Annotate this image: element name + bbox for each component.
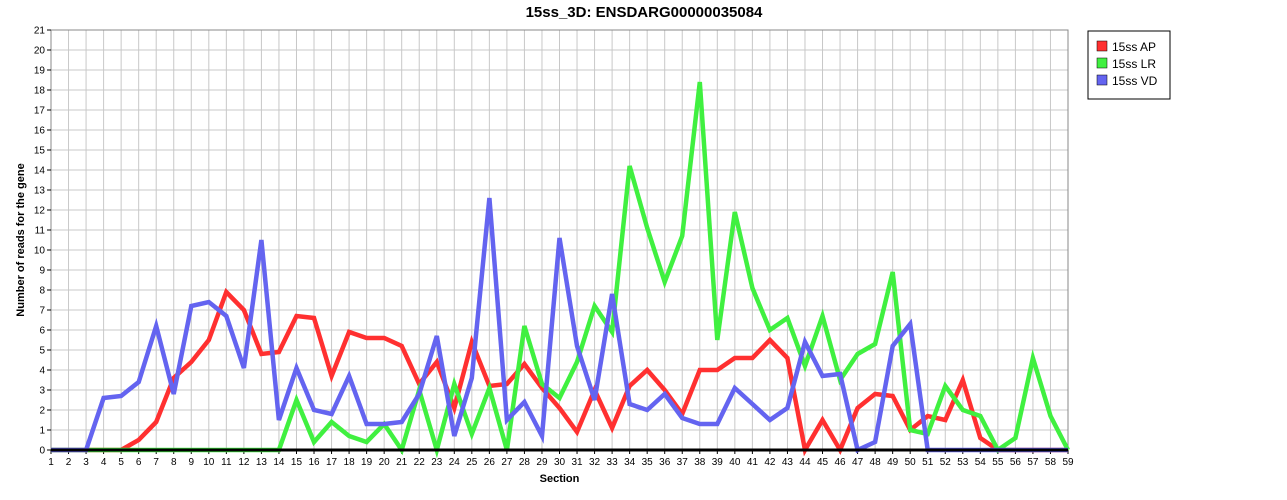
y-tick-label: 17 bbox=[34, 106, 46, 117]
y-tick-label: 18 bbox=[34, 86, 46, 97]
y-tick-label: 8 bbox=[39, 286, 45, 297]
y-tick-label: 20 bbox=[34, 46, 46, 57]
x-tick-label: 35 bbox=[642, 457, 654, 468]
y-tick-label: 15 bbox=[34, 146, 46, 157]
x-tick-label: 57 bbox=[1027, 457, 1039, 468]
x-tick-label: 28 bbox=[519, 457, 531, 468]
legend-swatch-15ss-ap bbox=[1096, 40, 1108, 52]
x-tick-label: 12 bbox=[238, 457, 250, 468]
x-tick-label: 27 bbox=[501, 457, 513, 468]
y-tick-label: 16 bbox=[34, 126, 46, 137]
x-tick-label: 14 bbox=[273, 457, 285, 468]
chart-title: 15ss_3D: ENSDARG00000035084 bbox=[526, 4, 763, 21]
x-tick-label: 22 bbox=[414, 457, 426, 468]
x-tick-label: 1 bbox=[48, 457, 54, 468]
y-tick-label: 9 bbox=[39, 266, 45, 277]
legend-label-15ss-ap: 15ss AP bbox=[1112, 40, 1156, 54]
x-tick-label: 38 bbox=[694, 457, 706, 468]
x-tick-label: 8 bbox=[171, 457, 177, 468]
x-tick-label: 4 bbox=[101, 457, 107, 468]
x-tick-label: 30 bbox=[554, 457, 566, 468]
x-tick-label: 54 bbox=[975, 457, 987, 468]
x-axis-label: Section bbox=[540, 473, 580, 485]
series-line-15ss-vd bbox=[51, 197, 1068, 454]
x-tick-label: 25 bbox=[466, 457, 478, 468]
x-tick-label: 48 bbox=[870, 457, 882, 468]
x-tick-label: 53 bbox=[957, 457, 969, 468]
x-tick-label: 49 bbox=[887, 457, 899, 468]
x-tick-label: 34 bbox=[624, 457, 636, 468]
x-tick-label: 10 bbox=[203, 457, 215, 468]
x-tick-label: 9 bbox=[188, 457, 194, 468]
x-tick-label: 6 bbox=[136, 457, 142, 468]
x-tick-label: 5 bbox=[118, 457, 124, 468]
y-tick-label: 19 bbox=[34, 66, 46, 77]
x-tick-label: 39 bbox=[712, 457, 724, 468]
y-tick-label: 12 bbox=[34, 206, 46, 217]
x-tick-label: 36 bbox=[659, 457, 671, 468]
x-tick-label: 23 bbox=[431, 457, 443, 468]
x-tick-label: 13 bbox=[256, 457, 268, 468]
legend-swatch-15ss-vd bbox=[1096, 74, 1108, 86]
x-tick-label: 15 bbox=[291, 457, 303, 468]
x-tick-label: 20 bbox=[379, 457, 391, 468]
x-tick-label: 26 bbox=[484, 457, 496, 468]
x-tick-label: 24 bbox=[449, 457, 461, 468]
y-tick-label: 21 bbox=[34, 26, 46, 37]
series-line-15ss-ap bbox=[51, 287, 1068, 457]
x-tick-label: 51 bbox=[922, 457, 934, 468]
x-tick-label: 33 bbox=[607, 457, 619, 468]
y-tick-label: 4 bbox=[39, 366, 45, 377]
y-tick-label: 11 bbox=[35, 226, 46, 237]
y-tick-label: 5 bbox=[39, 346, 45, 357]
y-tick-label: 0 bbox=[39, 446, 45, 457]
x-tick-label: 2 bbox=[66, 457, 72, 468]
y-tick-label: 3 bbox=[39, 386, 45, 397]
x-tick-label: 16 bbox=[308, 457, 320, 468]
y-tick-label: 13 bbox=[34, 186, 46, 197]
legend-swatch-15ss-lr bbox=[1096, 57, 1108, 69]
x-tick-label: 11 bbox=[221, 457, 232, 468]
legend: 15ss AP 15ss LR 15ss VD bbox=[1087, 30, 1171, 100]
x-tick-label: 41 bbox=[747, 457, 759, 468]
x-tick-label: 47 bbox=[852, 457, 864, 468]
x-tick-label: 52 bbox=[940, 457, 952, 468]
y-axis-label: Number of reads for the gene bbox=[15, 163, 27, 316]
y-tick-label: 7 bbox=[39, 306, 45, 317]
x-tick-label: 43 bbox=[782, 457, 794, 468]
x-tick-label: 21 bbox=[396, 457, 408, 468]
x-tick-label: 7 bbox=[153, 457, 159, 468]
y-tick-label: 6 bbox=[39, 326, 45, 337]
y-tick-label: 2 bbox=[39, 406, 45, 417]
x-tick-label: 50 bbox=[905, 457, 917, 468]
x-tick-label: 18 bbox=[344, 457, 356, 468]
x-tick-label: 42 bbox=[764, 457, 776, 468]
x-tick-label: 29 bbox=[536, 457, 548, 468]
x-tick-label: 59 bbox=[1062, 457, 1074, 468]
legend-label-15ss-vd: 15ss VD bbox=[1112, 74, 1158, 88]
x-tick-label: 44 bbox=[799, 457, 811, 468]
x-axis-ticks: 1 2 3 4 5 6 7 8 9 10 11 12 13 14 15 16 17 18 19 20 21 22 23 24 2… bbox=[48, 450, 1074, 468]
x-tick-label: 37 bbox=[677, 457, 689, 468]
x-tick-label: 58 bbox=[1045, 457, 1057, 468]
x-tick-label: 17 bbox=[326, 457, 338, 468]
x-tick-label: 19 bbox=[361, 457, 373, 468]
x-tick-label: 32 bbox=[589, 457, 601, 468]
x-tick-label: 3 bbox=[83, 457, 89, 468]
y-tick-label: 14 bbox=[34, 166, 46, 177]
x-tick-label: 56 bbox=[1010, 457, 1022, 468]
x-tick-label: 46 bbox=[834, 457, 846, 468]
legend-label-15ss-lr: 15ss LR bbox=[1112, 57, 1156, 71]
x-tick-label: 31 bbox=[571, 457, 583, 468]
x-tick-label: 55 bbox=[992, 457, 1004, 468]
y-tick-label: 10 bbox=[34, 246, 46, 257]
x-tick-label: 45 bbox=[817, 457, 829, 468]
x-tick-label: 40 bbox=[729, 457, 741, 468]
y-tick-label: 1 bbox=[39, 426, 45, 437]
